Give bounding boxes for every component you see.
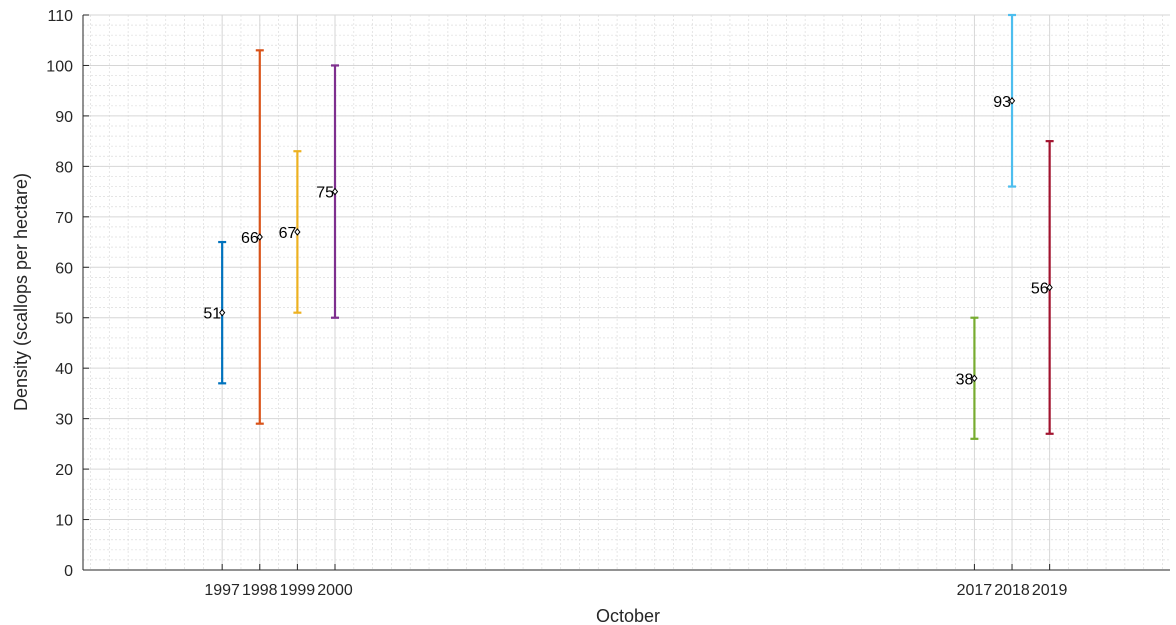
y-tick-label: 10 — [55, 513, 73, 530]
data-label-2017: 38 — [956, 371, 974, 388]
y-tick-label: 60 — [55, 260, 73, 277]
errorbar-1998 — [255, 49, 264, 425]
errorbar-2017 — [970, 316, 979, 440]
y-tick-label: 0 — [64, 563, 73, 580]
data-label-2019: 56 — [1031, 280, 1049, 297]
x-tick-label: 2019 — [1032, 582, 1068, 599]
mean-marker — [971, 374, 978, 383]
y-tick-label: 80 — [55, 159, 73, 176]
data-label-1999: 67 — [279, 225, 297, 242]
mean-marker — [256, 233, 263, 241]
x-tick-label: 2018 — [994, 582, 1030, 599]
data-label-1998: 66 — [241, 230, 259, 247]
y-tick-label: 90 — [55, 109, 73, 126]
data-label-2000: 75 — [316, 185, 334, 202]
x-tick-label: 2017 — [957, 582, 993, 599]
data-label-2018: 93 — [993, 94, 1011, 111]
data-labels: 51 66 67 75 38 93 56 — [203, 94, 1048, 389]
y-tick-label: 40 — [55, 361, 73, 378]
y-tick-label: 50 — [55, 311, 73, 328]
mean-marker — [1008, 96, 1016, 105]
y-axis-title: Density (scallops per hectare) — [11, 173, 31, 411]
x-tick-labels: 1997 1998 1999 2000 2017 2018 2019 — [204, 582, 1067, 599]
errorbar-1997 — [218, 240, 227, 385]
y-tick-labels: 0 10 20 30 40 50 60 70 80 90 100 110 — [46, 8, 73, 580]
x-tick-label: 1998 — [242, 582, 278, 599]
x-tick-label: 1999 — [280, 582, 316, 599]
y-tick-label: 100 — [46, 58, 73, 75]
x-axis-title: October — [596, 606, 660, 625]
mean-marker — [294, 228, 301, 236]
y-tick-label: 30 — [55, 412, 73, 429]
data-label-1997: 51 — [203, 306, 221, 323]
errorbar-2018 — [1008, 13, 1017, 188]
y-tick-label: 110 — [47, 8, 73, 25]
minor-grid — [83, 15, 1170, 570]
errorbar-2019 — [1045, 140, 1054, 435]
mean-marker — [331, 187, 339, 196]
error-bars — [218, 13, 1054, 440]
y-tick-label: 70 — [55, 210, 73, 227]
x-tick-label: 2000 — [317, 582, 353, 599]
axes — [82, 14, 1170, 571]
errorbar-1999 — [293, 150, 302, 314]
y-tick-label: 20 — [55, 462, 73, 479]
mean-marker — [219, 308, 226, 317]
x-tick-label: 1997 — [204, 582, 240, 599]
mean-marker — [1046, 283, 1053, 292]
errorbar-2000 — [331, 64, 340, 319]
